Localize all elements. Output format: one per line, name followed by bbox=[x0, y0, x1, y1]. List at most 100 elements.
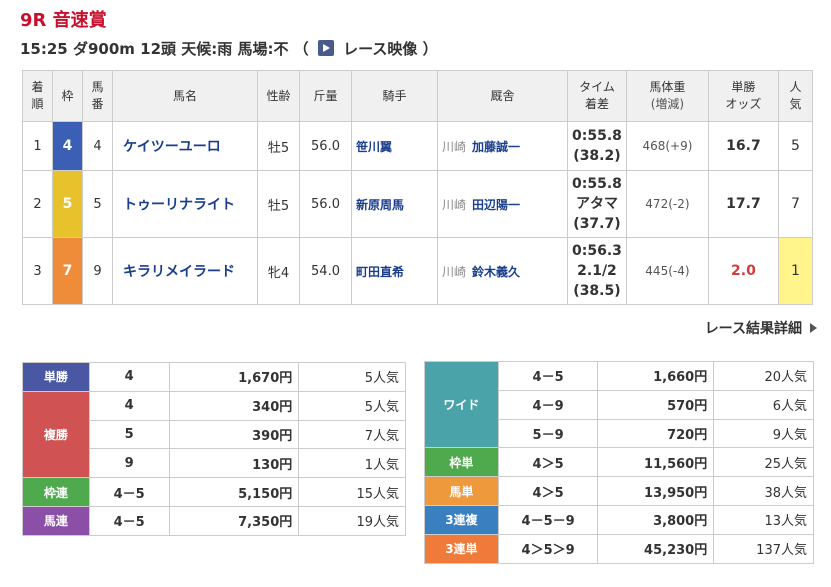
finish-time: 0:55.8 アタマ (37.7) bbox=[567, 170, 627, 238]
bet-type: 3連単 bbox=[424, 533, 499, 564]
payout-popularity: 13人気 bbox=[713, 504, 814, 535]
bet-combination: 4 bbox=[88, 390, 170, 421]
waku-number: 5 bbox=[52, 170, 83, 238]
rank: 1 bbox=[22, 121, 53, 171]
header-num: 馬番 bbox=[82, 70, 113, 122]
margin-value: アタマ bbox=[575, 196, 618, 212]
result-row: 2 5 5 トゥーリナライト 牡5 56.0 新原周馬 川崎 田辺陽一 0:55.8 アタマ (37.… bbox=[22, 170, 814, 238]
jockey-link[interactable]: 新原周馬 bbox=[356, 197, 405, 212]
horse-body-weight: 472(-2) bbox=[625, 170, 709, 238]
payout-row: ワイド 4－5 1,660円 20人気 bbox=[424, 360, 814, 449]
trainer-location: 川崎 bbox=[442, 264, 467, 279]
payout-table-left: 単勝 4 1,670円 5人気 複勝 4 340円 5人気 5 390円 7人気 9 130円 1人気枠連… bbox=[22, 362, 406, 536]
payout-amount: 5,150円 bbox=[168, 477, 300, 507]
horse-number: 4 bbox=[82, 121, 113, 171]
payout-popularity: 38人気 bbox=[713, 476, 814, 506]
payout-popularity: 20人気 bbox=[713, 361, 814, 391]
finish-time: 0:56.3 2.1/2 (38.5) bbox=[567, 237, 627, 305]
payout-row: 4－9 570円 6人気 bbox=[425, 389, 814, 420]
payout-amount: 130円 bbox=[168, 448, 300, 479]
margin-value: (38.2) bbox=[573, 148, 621, 164]
bet-type: 馬連 bbox=[22, 505, 90, 536]
payout-amount: 720円 bbox=[597, 418, 715, 449]
popularity: 7 bbox=[777, 170, 814, 238]
win-odds: 16.7 bbox=[707, 121, 779, 171]
payout-amount: 1,670円 bbox=[168, 362, 300, 392]
trainer-link[interactable]: 加藤誠一 bbox=[472, 139, 521, 154]
trainer-cell: 川崎 鈴木義久 bbox=[437, 237, 569, 305]
bet-combination: 9 bbox=[88, 448, 170, 479]
detail-link-label: レース結果詳細 bbox=[704, 321, 802, 337]
payout-amount: 13,950円 bbox=[597, 476, 715, 506]
payout-popularity: 7人気 bbox=[298, 419, 406, 450]
carried-weight: 56.0 bbox=[299, 170, 353, 238]
results-header-row: 着順 枠 馬番 馬名 性齢 斤量 騎手 厩舎 タイム 着差 馬体重 (増減) 単勝オ… bbox=[22, 70, 814, 122]
video-play-icon[interactable] bbox=[317, 40, 334, 56]
payout-popularity: 9人気 bbox=[713, 418, 814, 449]
payout-popularity: 137人気 bbox=[713, 533, 814, 564]
race-video-link[interactable]: レース映像 bbox=[343, 40, 418, 58]
horse-name-link[interactable]: ケイツーユーロ bbox=[123, 139, 221, 155]
bet-type: 3連複 bbox=[424, 504, 499, 535]
bet-combination: 4＞5 bbox=[497, 447, 599, 478]
time-value: 0:56.3 bbox=[572, 243, 622, 259]
popularity: 1 bbox=[777, 237, 814, 305]
race-conditions: 15:25 ダ900m 12頭 天候:雨 馬場:不 （ bbox=[20, 40, 309, 58]
payout-amount: 340円 bbox=[168, 390, 300, 421]
sex-age: 牡5 bbox=[257, 121, 301, 171]
bet-combination: 4－5－9 bbox=[497, 504, 599, 535]
trainer-link[interactable]: 田辺陽一 bbox=[472, 197, 521, 212]
payout-row: 3連複 4－5－9 3,800円 13人気 bbox=[424, 504, 814, 535]
bet-type: 枠連 bbox=[22, 477, 90, 507]
payout-amount: 7,350円 bbox=[168, 505, 300, 536]
bet-combination: 5－9 bbox=[497, 418, 599, 449]
header-time: タイム 着差 bbox=[567, 70, 627, 122]
time-value: 0:55.8 bbox=[572, 128, 622, 144]
payout-row: 単勝 4 1,670円 5人気 bbox=[22, 362, 406, 392]
payout-popularity: 5人気 bbox=[298, 390, 406, 421]
jockey-link[interactable]: 笹川翼 bbox=[356, 139, 393, 154]
horse-name-link[interactable]: キラリメイラード bbox=[123, 264, 235, 280]
payout-row: 枠単 4＞5 11,560円 25人気 bbox=[424, 447, 814, 478]
time-value: 0:55.8 bbox=[572, 176, 622, 192]
payout-popularity: 15人気 bbox=[298, 477, 406, 507]
trainer-cell: 川崎 加藤誠一 bbox=[437, 121, 569, 171]
payout-row: 複勝 4 340円 5人気 bbox=[22, 390, 406, 479]
race-title: 9R 音速賞 bbox=[20, 10, 107, 31]
payout-row: 5 390円 7人気 bbox=[23, 419, 406, 450]
payout-popularity: 1人気 bbox=[298, 448, 406, 479]
bet-combination: 4－5 bbox=[88, 477, 170, 507]
trainer-location: 川崎 bbox=[442, 139, 467, 154]
payout-amount: 1,660円 bbox=[597, 361, 715, 391]
win-odds: 17.7 bbox=[707, 170, 779, 238]
horse-name-link[interactable]: トゥーリナライト bbox=[123, 197, 235, 213]
bet-combination: 5 bbox=[88, 419, 170, 450]
sex-age: 牡5 bbox=[257, 170, 301, 238]
bet-combination: 4 bbox=[88, 362, 170, 392]
chevron-right-icon bbox=[810, 323, 817, 333]
bet-combination: 4－5 bbox=[497, 361, 599, 391]
race-result-detail-link[interactable]: レース結果詳細 bbox=[705, 318, 817, 338]
waku-number: 7 bbox=[52, 237, 83, 305]
race-info: 15:25 ダ900m 12頭 天候:雨 馬場:不 （ レース映像 ） bbox=[20, 38, 438, 59]
payout-amount: 45,230円 bbox=[597, 533, 715, 564]
bet-type: 枠単 bbox=[424, 447, 499, 478]
header-body: 馬体重 (増減) bbox=[625, 70, 709, 122]
jockey-cell: 笹川翼 bbox=[351, 121, 439, 171]
jockey-link[interactable]: 町田直希 bbox=[356, 264, 405, 279]
payout-amount: 570円 bbox=[597, 389, 715, 420]
bet-type: 馬単 bbox=[424, 476, 499, 506]
results-table: 着順 枠 馬番 馬名 性齢 斤量 騎手 厩舎 タイム 着差 馬体重 (増減) 単勝オ… bbox=[22, 70, 814, 305]
horse-body-weight: 468(+9) bbox=[625, 121, 709, 171]
sex-age: 牝4 bbox=[257, 237, 301, 305]
margin-value: 2.1/2 bbox=[577, 263, 617, 279]
payout-popularity: 6人気 bbox=[713, 389, 814, 420]
payout-amount: 11,560円 bbox=[597, 447, 715, 478]
payout-popularity: 19人気 bbox=[298, 505, 406, 536]
payout-table-right: ワイド 4－5 1,660円 20人気 4－9 570円 6人気 5－9 720円 9人気 枠単 4＞… bbox=[424, 360, 814, 564]
horse-body-weight: 445(-4) bbox=[625, 237, 709, 305]
header-rank: 着順 bbox=[22, 70, 53, 122]
carried-weight: 56.0 bbox=[299, 121, 353, 171]
payout-row: 3連単 4＞5＞9 45,230円 137人気 bbox=[424, 533, 814, 564]
trainer-link[interactable]: 鈴木義久 bbox=[472, 264, 521, 279]
